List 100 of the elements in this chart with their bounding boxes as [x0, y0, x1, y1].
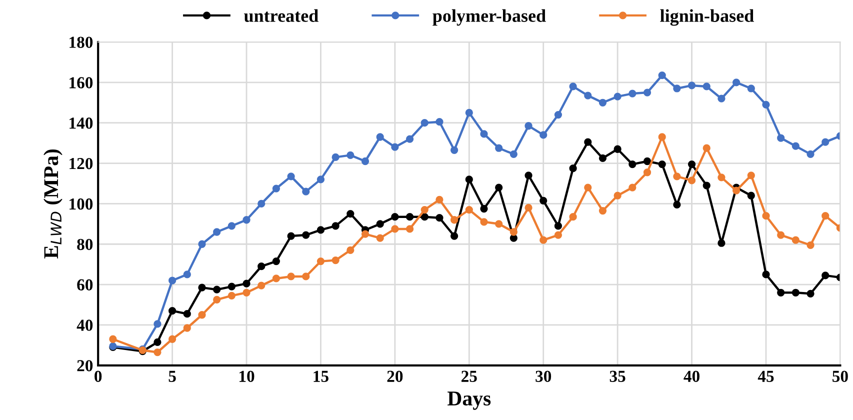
- point: [420, 119, 428, 127]
- point: [628, 184, 636, 192]
- point: [584, 92, 592, 100]
- point: [643, 157, 652, 166]
- y-tick-label: 160: [70, 77, 93, 88]
- point: [495, 220, 503, 228]
- point: [287, 232, 295, 240]
- point: [258, 200, 266, 208]
- point: [598, 98, 607, 106]
- point: [643, 88, 652, 96]
- point: [287, 172, 295, 180]
- x-tick-label: 15: [314, 370, 328, 382]
- point: [732, 78, 740, 86]
- point: [822, 212, 830, 220]
- point: [213, 296, 221, 304]
- point: [450, 232, 458, 240]
- point: [480, 130, 488, 138]
- x-axis-title: Days: [448, 392, 491, 410]
- point: [346, 246, 354, 254]
- point: [228, 292, 236, 300]
- point: [361, 157, 370, 166]
- point: [762, 100, 770, 108]
- point: [302, 188, 310, 196]
- point: [524, 122, 532, 130]
- point: [673, 84, 681, 92]
- point: [702, 82, 710, 90]
- point: [688, 82, 696, 90]
- point: [154, 338, 162, 346]
- point: [688, 176, 696, 184]
- point: [258, 282, 266, 290]
- point: [258, 262, 266, 270]
- point: [198, 284, 206, 292]
- point: [643, 168, 652, 176]
- y-tick-label: 100: [70, 198, 93, 210]
- point: [614, 92, 622, 100]
- point: [806, 241, 814, 249]
- y-tick-label: 180: [70, 36, 93, 48]
- point: [436, 196, 444, 204]
- point: [510, 150, 518, 158]
- point: [346, 151, 354, 160]
- point: [465, 108, 473, 117]
- point: [242, 216, 250, 224]
- point: [450, 146, 458, 154]
- point: [406, 225, 414, 233]
- point: [495, 144, 503, 152]
- point: [272, 184, 280, 192]
- x-tick-label: 40: [684, 370, 700, 382]
- point: [822, 272, 830, 280]
- point: [732, 186, 740, 194]
- point: [792, 236, 800, 244]
- point: [406, 213, 414, 221]
- point: [658, 133, 666, 141]
- point: [510, 228, 518, 236]
- point: [614, 145, 622, 153]
- point: [302, 272, 310, 280]
- point: [302, 231, 310, 239]
- x-tick-label: 5: [168, 370, 176, 382]
- point: [822, 138, 830, 146]
- legend-label: polymer-based: [432, 9, 546, 26]
- y-tick-label: 120: [70, 158, 93, 170]
- point: [673, 200, 681, 209]
- point: [228, 282, 236, 290]
- point: [702, 182, 710, 190]
- point: [718, 239, 726, 247]
- point: [747, 192, 755, 200]
- x-tick-label: 25: [462, 370, 477, 382]
- point: [420, 206, 428, 214]
- point: [777, 231, 785, 239]
- point: [168, 335, 176, 343]
- point: [495, 184, 503, 192]
- point: [168, 276, 176, 284]
- point: [480, 218, 488, 226]
- y-tick-label: 20: [77, 360, 93, 372]
- point: [154, 348, 162, 356]
- point: [391, 143, 399, 151]
- point: [569, 213, 577, 221]
- point: [569, 164, 577, 172]
- point: [272, 257, 280, 266]
- point: [598, 206, 607, 215]
- point: [718, 174, 726, 182]
- y-tick-label: 140: [70, 118, 93, 129]
- point: [658, 72, 666, 80]
- point: [569, 82, 577, 90]
- point: [598, 154, 607, 162]
- point: [540, 196, 548, 204]
- point: [242, 288, 250, 296]
- legend-label: untreated: [244, 9, 318, 22]
- point: [540, 131, 548, 139]
- point: [183, 270, 191, 278]
- point: [213, 228, 221, 236]
- y-tick-label: 40: [76, 320, 93, 331]
- point: [391, 213, 399, 221]
- point: [584, 138, 592, 146]
- point: [376, 234, 384, 242]
- point: [718, 94, 726, 102]
- x-tick-label: 0: [94, 370, 102, 382]
- point: [702, 144, 710, 152]
- point: [436, 118, 444, 126]
- y-axis-title: E$_{LWD}$ (MPa): [44, 149, 62, 259]
- point: [806, 290, 814, 298]
